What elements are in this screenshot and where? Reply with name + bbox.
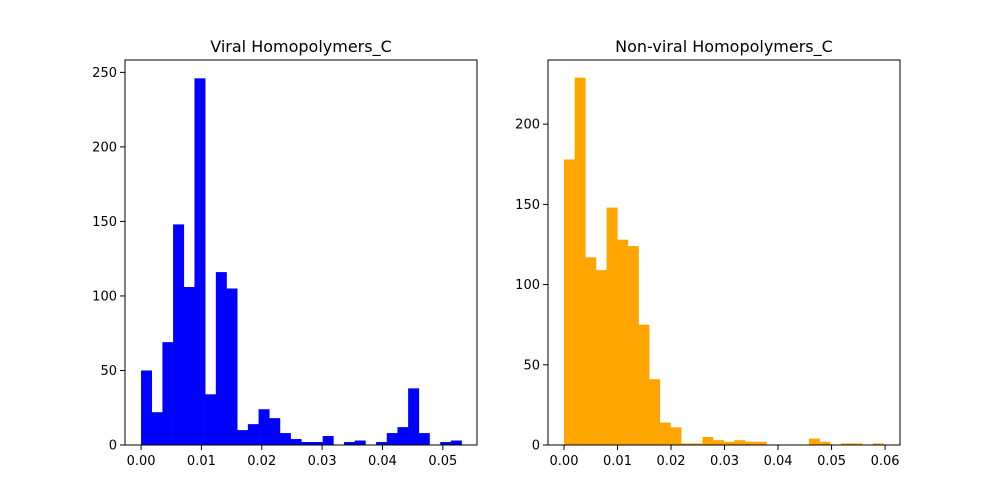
viral-y-tick-label-1: 50 xyxy=(100,364,117,379)
viral-x-ticks: 0.00 0.01 0.02 0.03 0.04 0.05 xyxy=(127,445,457,469)
non-viral-bar-14 xyxy=(713,440,725,445)
viral-bar-2 xyxy=(162,342,174,445)
non-viral-x-tick-label-1: 0.01 xyxy=(603,454,632,469)
non-viral-bar-11 xyxy=(681,443,693,445)
viral-bar-15 xyxy=(301,442,313,445)
non-viral-bar-9 xyxy=(659,422,671,445)
viral-bar-8 xyxy=(226,288,238,445)
viral-x-tick-label-0: 0.00 xyxy=(127,454,156,469)
non-viral-bar-26 xyxy=(840,443,852,445)
viral-x-tick-label-3: 0.03 xyxy=(308,454,337,469)
non-viral-x-tick-label-6: 0.06 xyxy=(871,454,900,469)
non-viral-bar-3 xyxy=(595,270,607,445)
viral-bar-22 xyxy=(376,442,388,445)
non-viral-histogram: 0.00 0.01 0.02 0.03 0.04 0.05 0.06 0 50 100 150 20… xyxy=(515,37,901,469)
non-viral-bar-2 xyxy=(585,257,597,445)
non-viral-y-tick-label-2: 100 xyxy=(515,278,540,293)
non-viral-bar-0 xyxy=(564,159,575,445)
non-viral-bar-10 xyxy=(670,427,682,445)
non-viral-y-tick-label-0: 0 xyxy=(532,439,540,454)
non-viral-bar-12 xyxy=(691,443,703,445)
viral-y-ticks: 0 50 100 150 200 250 xyxy=(92,66,125,454)
viral-bar-24 xyxy=(397,427,409,445)
viral-bars xyxy=(141,78,462,445)
non-viral-bar-4 xyxy=(606,207,618,445)
non-viral-bar-24 xyxy=(819,441,831,445)
non-viral-bar-17 xyxy=(745,441,756,445)
viral-x-tick-label-2: 0.02 xyxy=(247,454,276,469)
viral-bar-13 xyxy=(279,433,291,445)
non-viral-x-tick-label-3: 0.03 xyxy=(710,454,739,469)
non-viral-bar-7 xyxy=(638,324,650,445)
viral-x-tick-label-1: 0.01 xyxy=(187,454,216,469)
non-viral-y-tick-label-4: 200 xyxy=(515,118,540,133)
non-viral-bar-27 xyxy=(851,443,863,445)
viral-bar-14 xyxy=(290,439,302,445)
non-viral-x-tick-label-4: 0.04 xyxy=(764,454,793,469)
viral-bar-1 xyxy=(151,412,163,445)
viral-bar-29 xyxy=(450,440,462,445)
viral-bar-6 xyxy=(205,394,217,445)
non-viral-plot-frame xyxy=(547,59,901,446)
non-viral-bar-6 xyxy=(627,246,639,445)
viral-bar-10 xyxy=(247,424,259,445)
non-viral-bar-13 xyxy=(702,436,714,445)
viral-bar-25 xyxy=(408,388,420,445)
non-viral-x-tick-label-0: 0.00 xyxy=(550,454,579,469)
viral-bar-16 xyxy=(311,442,323,445)
viral-histogram: 0.00 0.01 0.02 0.03 0.04 0.05 0 50 100 150 200 250… xyxy=(92,37,478,469)
viral-y-tick-label-4: 200 xyxy=(92,140,117,155)
non-viral-bar-15 xyxy=(723,441,735,445)
viral-bar-17 xyxy=(322,436,334,445)
non-viral-bars xyxy=(564,77,884,446)
viral-bar-4 xyxy=(183,287,195,445)
non-viral-y-ticks: 0 50 100 150 200 xyxy=(515,118,548,454)
non-viral-x-tick-label-2: 0.02 xyxy=(657,454,686,469)
viral-bar-9 xyxy=(237,430,249,445)
non-viral-bar-5 xyxy=(617,239,629,445)
viral-bar-19 xyxy=(344,442,356,445)
non-viral-x-ticks: 0.00 0.01 0.02 0.03 0.04 0.05 0.06 xyxy=(550,445,900,469)
viral-bar-5 xyxy=(194,78,206,445)
viral-y-tick-label-5: 250 xyxy=(92,66,117,81)
non-viral-bar-1 xyxy=(574,77,586,446)
non-viral-y-tick-label-3: 150 xyxy=(515,198,540,213)
viral-bar-3 xyxy=(173,224,185,445)
viral-bar-11 xyxy=(258,409,270,445)
viral-y-tick-label-2: 100 xyxy=(92,289,117,304)
non-viral-bar-23 xyxy=(808,438,820,445)
viral-x-tick-label-4: 0.04 xyxy=(368,454,397,469)
viral-bar-28 xyxy=(440,442,452,445)
viral-bar-7 xyxy=(215,272,227,445)
non-viral-bar-18 xyxy=(755,441,767,445)
viral-plot-frame xyxy=(124,59,478,446)
non-viral-chart-title: Non-viral Homopolymers_C xyxy=(615,37,833,57)
viral-bar-12 xyxy=(269,418,281,445)
viral-y-tick-label-3: 150 xyxy=(92,215,117,230)
non-viral-y-tick-label-1: 50 xyxy=(523,358,540,373)
viral-bar-20 xyxy=(354,440,366,445)
non-viral-x-tick-label-5: 0.05 xyxy=(817,454,846,469)
non-viral-bar-16 xyxy=(734,440,746,445)
viral-x-tick-label-5: 0.05 xyxy=(428,454,457,469)
non-viral-bar-8 xyxy=(649,379,661,445)
viral-bar-26 xyxy=(418,433,430,445)
viral-bar-0 xyxy=(141,370,153,445)
viral-bar-23 xyxy=(386,433,398,445)
viral-y-tick-label-0: 0 xyxy=(109,439,117,454)
non-viral-bar-29 xyxy=(872,443,884,445)
viral-chart-title: Viral Homopolymers_C xyxy=(210,37,392,57)
